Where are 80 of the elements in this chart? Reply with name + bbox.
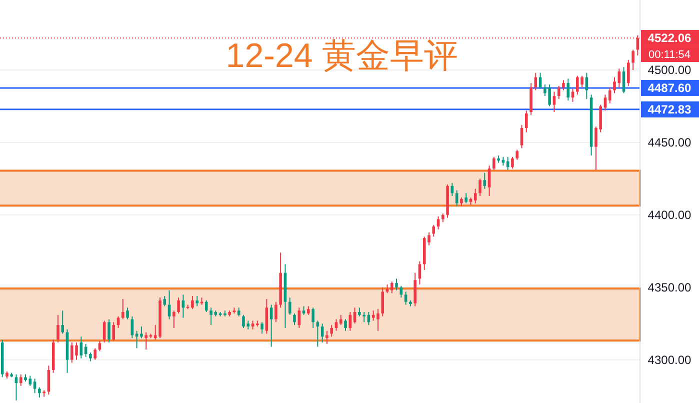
candlestick bbox=[478, 178, 482, 197]
candlestick bbox=[516, 149, 518, 160]
candlestick bbox=[524, 110, 528, 133]
candlestick bbox=[566, 78, 570, 101]
ref-line-label: 4472.83 bbox=[648, 102, 692, 116]
candlestick bbox=[585, 72, 588, 100]
candlestick bbox=[339, 314, 342, 326]
candlestick bbox=[19, 374, 22, 386]
candlestick bbox=[140, 326, 143, 339]
y-tick-label: 4300.00 bbox=[648, 352, 692, 367]
candlestick bbox=[488, 165, 491, 197]
candlestick bbox=[33, 378, 36, 394]
y-tick-label: 4400.00 bbox=[648, 208, 692, 222]
candlestick bbox=[274, 301, 278, 323]
y-tick-label: 4500.00 bbox=[648, 62, 692, 77]
text: 12-24 黄金早评 bbox=[226, 37, 458, 75]
candlestick bbox=[326, 330, 328, 344]
candlestick bbox=[172, 310, 176, 328]
candlestick bbox=[511, 156, 514, 170]
candlestick bbox=[571, 88, 574, 102]
y-tick-label: 4450.00 bbox=[648, 135, 692, 150]
candlestick bbox=[390, 281, 394, 294]
candlestick bbox=[260, 322, 264, 334]
candlestick bbox=[348, 311, 352, 332]
candlestick bbox=[432, 224, 436, 238]
candlestick bbox=[80, 336, 83, 359]
ref-line-label: 4487.60 bbox=[648, 80, 692, 95]
candlestick bbox=[61, 310, 64, 334]
candlestick bbox=[108, 318, 110, 343]
candlestick bbox=[94, 348, 96, 360]
candlestick bbox=[210, 307, 212, 326]
candlestick bbox=[56, 314, 60, 343]
candlestick bbox=[492, 156, 496, 170]
candlestick bbox=[112, 322, 116, 342]
candlestick bbox=[191, 296, 194, 310]
candlestick bbox=[135, 330, 138, 349]
text: 00:11:54 bbox=[648, 49, 691, 62]
candlestick bbox=[538, 72, 542, 90]
candlestick bbox=[632, 49, 634, 70]
candlestick bbox=[376, 308, 380, 332]
candlestick bbox=[418, 260, 422, 285]
candlestick bbox=[298, 307, 301, 328]
candlestick bbox=[38, 386, 41, 398]
candlestick bbox=[520, 124, 524, 149]
candlestick bbox=[204, 300, 208, 312]
candlestick bbox=[534, 72, 538, 91]
candlestick bbox=[144, 332, 148, 350]
ref-line-label: 4522.06 bbox=[648, 31, 692, 46]
candlestick bbox=[483, 172, 486, 190]
candlestick bbox=[474, 188, 477, 204]
candlestick bbox=[334, 318, 338, 332]
candlestick bbox=[404, 291, 408, 306]
candlestick bbox=[330, 324, 333, 338]
candlestick bbox=[316, 320, 320, 348]
candlestick bbox=[196, 296, 198, 307]
candlestick bbox=[312, 307, 314, 328]
candlestick bbox=[177, 297, 180, 314]
candlestick bbox=[455, 190, 458, 207]
candlestick bbox=[265, 298, 268, 334]
candlestick bbox=[381, 286, 384, 317]
candlestick bbox=[130, 316, 134, 339]
candlestick bbox=[126, 307, 129, 320]
candlestick bbox=[163, 296, 166, 307]
candlestick bbox=[428, 232, 430, 246]
candlestick bbox=[372, 310, 375, 322]
candlestick bbox=[102, 320, 106, 343]
y-tick-label: 4350.00 bbox=[648, 280, 692, 294]
candlestick bbox=[552, 91, 556, 113]
candlestick bbox=[395, 278, 398, 291]
candlestick bbox=[28, 375, 32, 386]
candlestick bbox=[293, 312, 296, 326]
candlestick bbox=[562, 80, 565, 91]
candlestick bbox=[14, 374, 18, 401]
candlestick bbox=[414, 272, 416, 307]
candlestick bbox=[344, 318, 347, 332]
candlestick bbox=[464, 192, 468, 204]
candlestick bbox=[168, 290, 171, 320]
candlestick bbox=[362, 311, 366, 323]
candlestick bbox=[627, 59, 630, 86]
candlestick bbox=[122, 298, 124, 320]
